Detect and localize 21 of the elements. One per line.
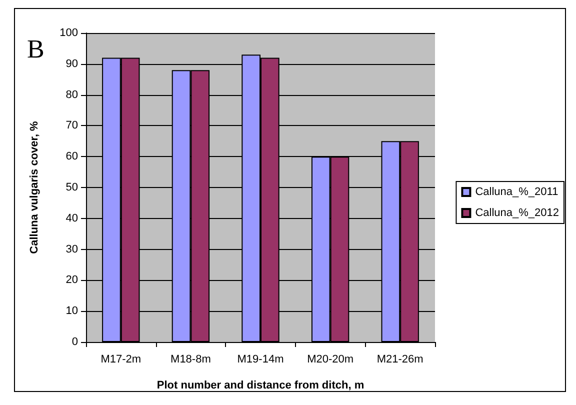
x-tick-label: M18-8m <box>170 354 211 366</box>
y-tick-label: 0 <box>72 336 78 348</box>
y-tick-label: 20 <box>66 274 78 286</box>
y-axis-title: Calluna vulgaris cover, % <box>28 120 40 254</box>
y-tick-label: 80 <box>66 88 78 101</box>
y-tick-label: 10 <box>66 305 78 318</box>
x-tick-label: M20-20m <box>307 354 354 366</box>
text: B <box>27 34 44 64</box>
x-tick-label: M17-2m <box>100 354 142 366</box>
legend-label: Calluna_%_2011 <box>475 186 558 198</box>
x-axis-title: Plot number and distance from ditch, m <box>156 380 364 392</box>
x-tick-label: M19-14m <box>237 354 284 366</box>
legend-label: Calluna_%_2012 <box>475 207 560 219</box>
y-tick-label: 40 <box>66 212 78 224</box>
y-tick-label: 50 <box>66 182 78 194</box>
y-tick-label: 70 <box>66 120 78 132</box>
y-tick-label: 100 <box>60 27 78 39</box>
y-tick-label: 90 <box>66 58 78 70</box>
y-tick-label: 30 <box>66 243 78 256</box>
y-tick-label: 60 <box>66 150 78 163</box>
x-tick-label: M21-26m <box>376 354 424 366</box>
